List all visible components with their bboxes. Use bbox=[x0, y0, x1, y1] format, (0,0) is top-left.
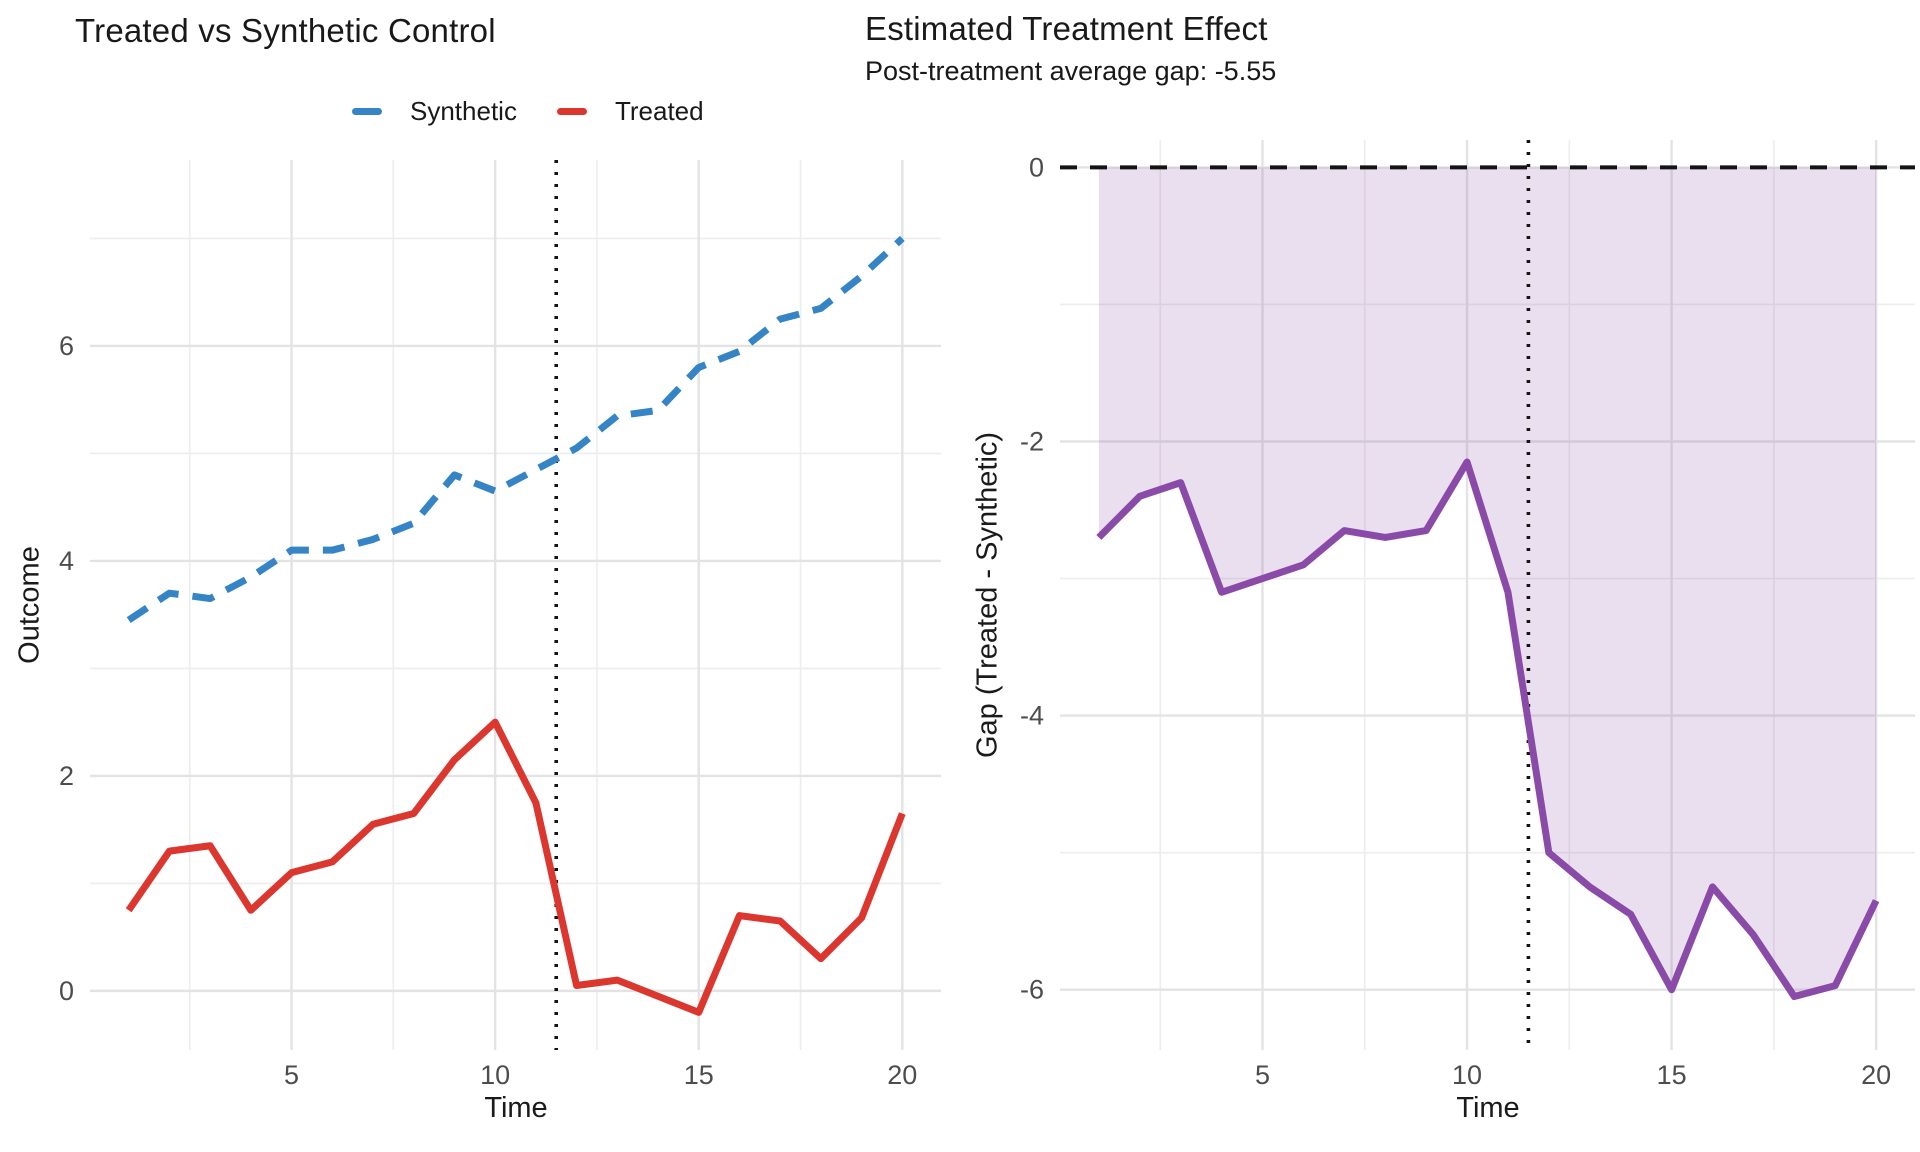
x-tick-label: 15 bbox=[684, 1060, 714, 1090]
y-tick-label: -6 bbox=[1020, 975, 1044, 1005]
legend-item-synthetic: Synthetic bbox=[352, 96, 557, 127]
x-tick-label: 15 bbox=[1657, 1060, 1687, 1090]
y-tick-label: 2 bbox=[59, 761, 74, 791]
left-y-axis-title: Outcome bbox=[13, 546, 46, 664]
left-chart-legend: Synthetic Treated bbox=[352, 96, 704, 126]
synthetic-line-key-icon bbox=[352, 107, 382, 115]
right-chart-title: Estimated Treatment Effect bbox=[865, 10, 1268, 47]
y-tick-label: 0 bbox=[59, 976, 74, 1006]
x-tick-label: 5 bbox=[1255, 1060, 1270, 1090]
series-line-gap bbox=[1096, 458, 1880, 1001]
right-chart-subtitle: Post-treatment average gap: -5.55 bbox=[865, 56, 1277, 86]
y-tick-label: -4 bbox=[1020, 701, 1044, 731]
x-tick-label: 20 bbox=[1861, 1060, 1891, 1090]
right-y-axis-title: Gap (Treated - Synthetic) bbox=[971, 431, 1004, 759]
x-tick-label: 20 bbox=[887, 1060, 917, 1090]
y-tick-label: 4 bbox=[59, 546, 74, 576]
legend-label-synthetic: Synthetic bbox=[410, 95, 517, 126]
y-tick-label: -2 bbox=[1020, 427, 1044, 457]
series-line-synthetic bbox=[126, 235, 905, 623]
left-chart-title: Treated vs Synthetic Control bbox=[75, 12, 496, 49]
gap-ribbon bbox=[1098, 167, 1877, 997]
x-tick-label: 10 bbox=[1452, 1060, 1482, 1090]
x-tick-label: 10 bbox=[480, 1060, 510, 1090]
legend-label-treated: Treated bbox=[614, 95, 704, 126]
y-tick-label: 6 bbox=[59, 331, 74, 361]
right-x-axis-title: Time bbox=[1456, 1092, 1520, 1124]
left-x-axis-title: Time bbox=[484, 1092, 548, 1124]
x-tick-label: 5 bbox=[284, 1060, 299, 1090]
legend-item-treated: Treated bbox=[556, 95, 704, 127]
y-tick-label: 0 bbox=[1029, 152, 1044, 182]
right-chart: 0 -2 -4 -6 5 10 15 20 bbox=[1020, 140, 1915, 1090]
left-chart: 0 2 4 6 5 10 15 20 bbox=[59, 160, 941, 1090]
treated-line-key-icon bbox=[556, 107, 587, 115]
series-line-treated bbox=[125, 718, 906, 1016]
